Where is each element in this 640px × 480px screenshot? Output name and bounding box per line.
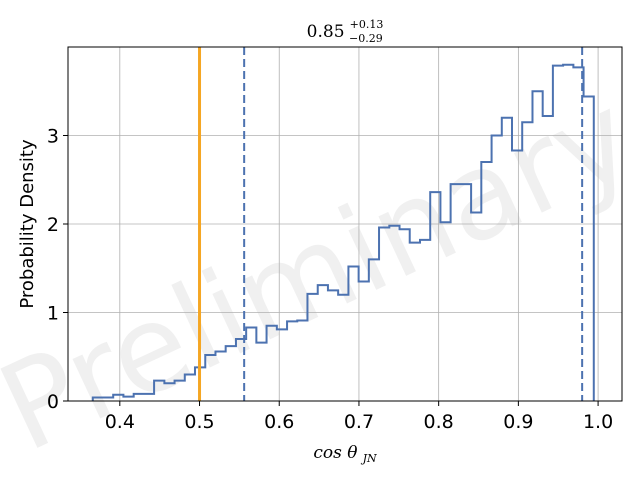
x-axis-label-sub: JN xyxy=(361,452,377,465)
vertical-lines xyxy=(198,47,584,401)
y-tick-label: 2 xyxy=(47,214,59,236)
x-axis-ticks: 0.4 0.5 0.6 0.7 0.8 0.9 1.0 xyxy=(105,401,613,433)
x-tick-label: 0.7 xyxy=(344,411,374,433)
y-tick-label: 3 xyxy=(47,126,59,148)
title-lower-error: −0.29 xyxy=(349,32,383,45)
title-upper-error: +0.13 xyxy=(350,18,384,31)
x-tick-label: 0.5 xyxy=(184,411,214,433)
watermark-text: Preliminary xyxy=(0,67,640,479)
y-tick-label: 1 xyxy=(47,303,59,325)
x-tick-label: 0.9 xyxy=(503,411,533,433)
y-axis-ticks: 0 1 2 3 xyxy=(47,126,68,413)
x-tick-label: 1.0 xyxy=(583,411,613,433)
histogram-step-line xyxy=(91,63,595,401)
y-axis-label: Probability Density xyxy=(17,139,38,309)
x-axis-label-main: cos θ xyxy=(313,443,357,463)
x-axis-label: cos θ JN xyxy=(313,443,377,465)
title-median: 0.85 xyxy=(307,22,345,42)
y-tick-label: 0 xyxy=(47,391,59,413)
x-tick-label: 0.4 xyxy=(105,411,135,433)
x-tick-label: 0.6 xyxy=(264,411,294,433)
chart-title: 0.85 +0.13 xyxy=(307,18,384,42)
x-tick-label: 0.8 xyxy=(424,411,454,433)
